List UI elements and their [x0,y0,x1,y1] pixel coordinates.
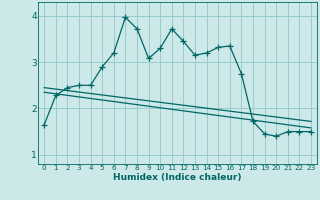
X-axis label: Humidex (Indice chaleur): Humidex (Indice chaleur) [113,173,242,182]
